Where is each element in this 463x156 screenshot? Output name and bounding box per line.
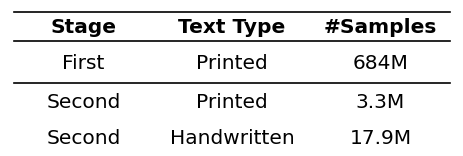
Text: 17.9M: 17.9M [349, 129, 411, 148]
Text: Text Type: Text Type [178, 18, 285, 37]
Text: #Samples: #Samples [323, 18, 436, 37]
Text: Printed: Printed [196, 54, 267, 73]
Text: Second: Second [46, 93, 120, 112]
Text: Printed: Printed [196, 93, 267, 112]
Text: 684M: 684M [352, 54, 407, 73]
Text: First: First [62, 54, 105, 73]
Text: Second: Second [46, 129, 120, 148]
Text: Handwritten: Handwritten [169, 129, 294, 148]
Text: 3.3M: 3.3M [355, 93, 404, 112]
Text: Stage: Stage [50, 18, 116, 37]
